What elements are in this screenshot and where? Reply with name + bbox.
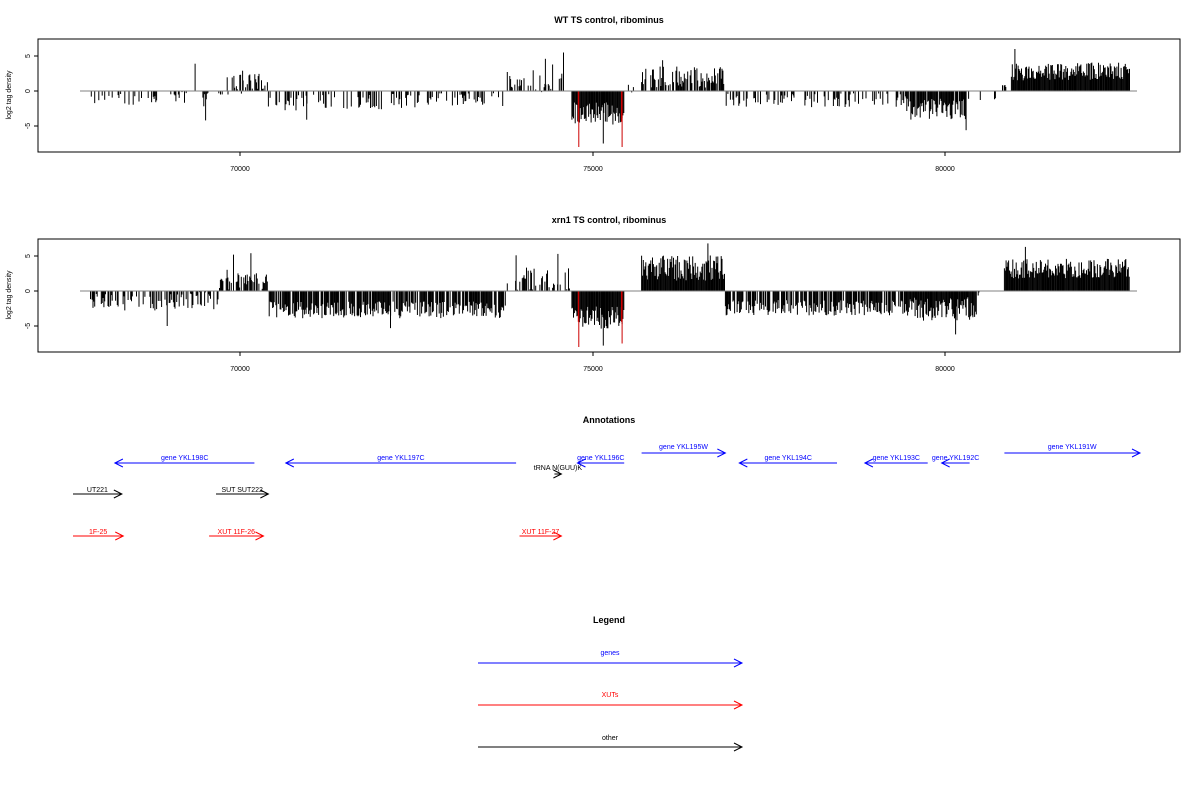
panel-wt-x-axis: 70000 75000 80000 xyxy=(230,152,955,173)
panel-wt-xtick-label: 70000 xyxy=(230,166,250,173)
panel-xrn1-ytick-label: 5 xyxy=(25,254,32,258)
feature-label: gene YKL198C xyxy=(161,455,208,462)
panel-xrn1-plot-frame xyxy=(37,238,1181,353)
annotation-feature: tRNA N(GUU)K xyxy=(534,465,583,479)
feature-label: 1F-25 xyxy=(89,529,107,536)
feature-arrow-head xyxy=(115,531,125,541)
panel-wt-bars xyxy=(90,49,1130,147)
feature-label: gene YKL196C xyxy=(577,455,624,462)
feature-arrow-head xyxy=(717,448,727,458)
feature-arrow-head xyxy=(940,458,950,468)
panel-xrn1-xtick-label: 70000 xyxy=(230,366,250,373)
panel-wt-title: WT TS control, ribominus xyxy=(554,15,664,25)
feature-label: gene YKL192C xyxy=(932,455,979,462)
panel-xrn1-ytick-label: 0 xyxy=(25,289,32,293)
panel-wt-xtick-label: 75000 xyxy=(583,166,603,173)
feature-arrow-head xyxy=(113,458,124,468)
feature-label: XUT 11F-27 xyxy=(522,529,560,536)
feature-arrow-head xyxy=(738,458,748,468)
annotation-feature: gene YKL194C xyxy=(738,455,837,468)
panel-wt-y-axis: 5 0 -5 log2 tag density xyxy=(6,54,38,129)
feature-label: gene YKL194C xyxy=(765,455,812,462)
panel-xrn1-xtick-label: 75000 xyxy=(583,366,603,373)
legend-genes-arrow-head xyxy=(733,658,744,668)
annotation-feature: XUT 11F-27 xyxy=(519,529,563,541)
legend-xuts-label: XUTs xyxy=(602,692,619,699)
panel-xrn1-bars xyxy=(90,243,1130,347)
legend-other-label: other xyxy=(602,735,619,742)
feature-arrow-head xyxy=(553,531,563,541)
feature-arrow-head xyxy=(553,469,563,479)
legend-genes-label: genes xyxy=(600,650,620,657)
panel-wt-ytick-label: 5 xyxy=(25,54,32,58)
panel-xrn1-y-axis: 5 0 -5 log2 tag density xyxy=(6,254,38,329)
feature-arrow-head xyxy=(113,489,123,499)
feature-label: tRNA N(GUU)K xyxy=(534,465,583,472)
feature-arrow-head xyxy=(284,458,295,468)
feature-arrow-head xyxy=(1131,448,1142,458)
panel-wt-xtick-label: 80000 xyxy=(935,166,955,173)
legend: Legend genes XUTs other xyxy=(478,615,744,752)
panel-xrn1-ylabel: log2 tag density xyxy=(6,270,13,320)
feature-arrow-head xyxy=(255,531,265,541)
panel-xrn1-x-axis: 70000 75000 80000 xyxy=(230,352,955,373)
panel-wt: WT TS control, ribominus 5 0 -5 log2 tag… xyxy=(6,15,1181,173)
legend-item-xuts: XUTs xyxy=(478,692,744,710)
feature-label: gene YKL195W xyxy=(659,444,708,451)
legend-xuts-arrow-head xyxy=(733,700,744,710)
annotations-title: Annotations xyxy=(583,415,636,425)
feature-label: gene YKL193C xyxy=(873,455,920,462)
feature-arrow-head xyxy=(260,489,270,499)
annotation-feature: gene YKL196C xyxy=(576,455,624,468)
panel-xrn1: xrn1 TS control, ribominus 5 0 -5 log2 t… xyxy=(6,215,1181,373)
feature-label: SUT SUT222 xyxy=(221,487,263,494)
feature-label: gene YKL191W xyxy=(1048,444,1097,451)
annotation-feature: gene YKL197C xyxy=(284,455,517,468)
annotation-feature: gene YKL198C xyxy=(113,455,255,468)
feature-label: gene YKL197C xyxy=(377,455,424,462)
annotation-feature: UT221 xyxy=(73,487,123,499)
feature-arrow-head xyxy=(576,458,586,468)
annotation-feature: gene YKL191W xyxy=(1004,444,1142,458)
feature-label: UT221 xyxy=(87,487,108,494)
panel-wt-ytick-label: -5 xyxy=(25,123,32,129)
legend-title: Legend xyxy=(593,615,625,625)
legend-other-arrow-head xyxy=(733,742,744,752)
annotation-feature: gene YKL195W xyxy=(641,444,727,458)
feature-arrow-head xyxy=(863,458,874,468)
annotation-feature: gene YKL193C xyxy=(863,455,928,468)
panel-xrn1-xtick-label: 80000 xyxy=(935,366,955,373)
feature-label: XUT 11F-26 xyxy=(218,529,256,536)
annotation-features: gene YKL198C gene YKL197C gene YKL196C gene… xyxy=(73,444,1142,541)
panel-xrn1-ytick-label: -5 xyxy=(25,323,32,329)
panel-wt-ytick-label: 0 xyxy=(25,89,32,93)
annotation-feature: XUT 11F-26 xyxy=(209,529,265,541)
annotation-feature: 1F-25 xyxy=(73,529,125,541)
annotation-feature: gene YKL192C xyxy=(932,455,979,468)
panel-wt-ylabel: log2 tag density xyxy=(6,70,13,120)
panel-wt-plot-frame xyxy=(37,38,1181,153)
panel-xrn1-title: xrn1 TS control, ribominus xyxy=(552,215,667,225)
legend-item-other: other xyxy=(478,735,744,752)
annotations-track: Annotations gene YKL198C gene YKL197C gene… xyxy=(73,415,1142,541)
annotation-feature: SUT SUT222 xyxy=(216,487,270,499)
legend-item-genes: genes xyxy=(478,650,744,668)
